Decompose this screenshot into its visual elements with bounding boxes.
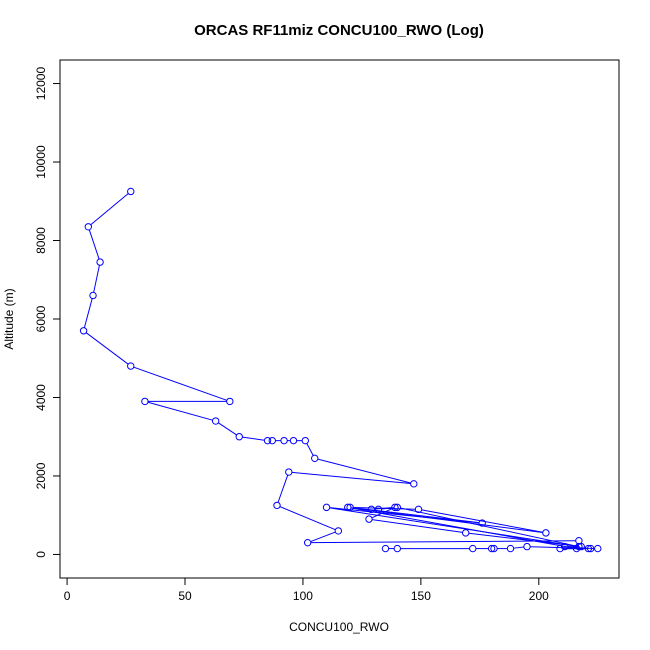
data-point [391, 503, 399, 512]
series-line-segment [329, 507, 576, 547]
series-line-segment [218, 422, 237, 436]
series-line-segment [93, 265, 100, 293]
series-line-segment [88, 229, 100, 260]
series-line-segment [513, 546, 524, 549]
data-point [487, 544, 496, 553]
plot-frame [59, 59, 620, 579]
data-point [381, 544, 390, 553]
series-line-segment [374, 507, 392, 510]
data-point [89, 291, 97, 300]
series-line-segment [306, 443, 314, 456]
x-tick-label: 0 [64, 589, 71, 603]
series-line-segment [329, 507, 480, 524]
data-point [461, 529, 470, 537]
series-line-segment [317, 458, 411, 484]
series-line-segment [371, 508, 393, 519]
x-axis-label: CONCU100_RWO [289, 620, 389, 634]
series-layer [79, 187, 602, 553]
x-tick-label: 50 [178, 589, 192, 603]
series-line-segment [400, 507, 576, 547]
data-point [263, 436, 272, 445]
series-line-segment [277, 474, 289, 503]
data-point [367, 505, 376, 514]
y-tick-label: 6000 [34, 305, 48, 332]
x-tick-label: 100 [293, 589, 313, 603]
data-point [561, 542, 569, 551]
data-point [393, 544, 401, 553]
data-point [273, 501, 281, 510]
data-point [141, 397, 149, 406]
series-line-segment [350, 507, 543, 533]
series-line-segment [372, 519, 463, 533]
data-point [478, 519, 486, 527]
data-point [393, 503, 401, 512]
chart-title: ORCAS RF11miz CONCU100_RWO (Log) [194, 22, 484, 39]
data-point [268, 436, 276, 445]
data-point [572, 544, 581, 553]
data-point [127, 362, 135, 370]
data-point [506, 544, 515, 553]
series-line-segment [83, 298, 93, 328]
data-point [542, 529, 550, 537]
series-line-segment [468, 532, 579, 547]
data-point [285, 468, 293, 476]
data-point [301, 436, 309, 445]
data-point [414, 505, 423, 514]
series-line-segment [133, 366, 227, 401]
data-point [410, 480, 418, 488]
data-point [311, 454, 319, 463]
data-point [469, 544, 477, 553]
series-line-segment [242, 436, 265, 441]
x-tick-label: 200 [529, 589, 549, 603]
data-point [280, 436, 288, 445]
y-axis: 0 2000 4000 6000 8000 10000 12000 [34, 67, 61, 558]
y-tick-label: 10000 [34, 145, 48, 179]
data-point [322, 503, 331, 512]
data-point [211, 417, 220, 425]
data-point [79, 327, 88, 335]
series-line-segment [310, 531, 336, 543]
y-tick-label: 12000 [34, 67, 48, 101]
data-point [586, 544, 595, 553]
x-axis: 0 50 100 150 200 [64, 577, 549, 603]
data-point [289, 436, 298, 445]
data-point [594, 544, 602, 553]
data-point [490, 544, 498, 553]
y-tick-label: 8000 [34, 227, 48, 254]
data-point [374, 505, 383, 514]
data-point [344, 503, 352, 512]
series-line-segment [421, 509, 543, 533]
data-point [577, 542, 585, 551]
data-point [226, 397, 234, 406]
x-tick-label: 150 [411, 589, 431, 603]
data-point [523, 542, 531, 551]
series-line-segment [147, 401, 213, 421]
data-point [235, 433, 243, 441]
data-point [96, 258, 104, 266]
data-point [84, 223, 93, 231]
series-line-segment [279, 506, 336, 531]
y-tick-label: 0 [34, 551, 48, 558]
data-point [584, 544, 593, 553]
data-point [556, 544, 564, 553]
series-line-segment [90, 193, 129, 226]
y-tick-label: 4000 [34, 384, 48, 411]
data-point [365, 515, 373, 523]
y-axis-label: Altitude (m) [2, 288, 16, 349]
data-point [127, 187, 135, 196]
series-line-segment [85, 332, 129, 365]
data-point [303, 538, 312, 547]
series-line-segment [291, 471, 411, 485]
data-point [346, 503, 354, 512]
y-tick-label: 2000 [34, 462, 48, 489]
data-point [575, 542, 583, 551]
data-point [334, 527, 343, 535]
